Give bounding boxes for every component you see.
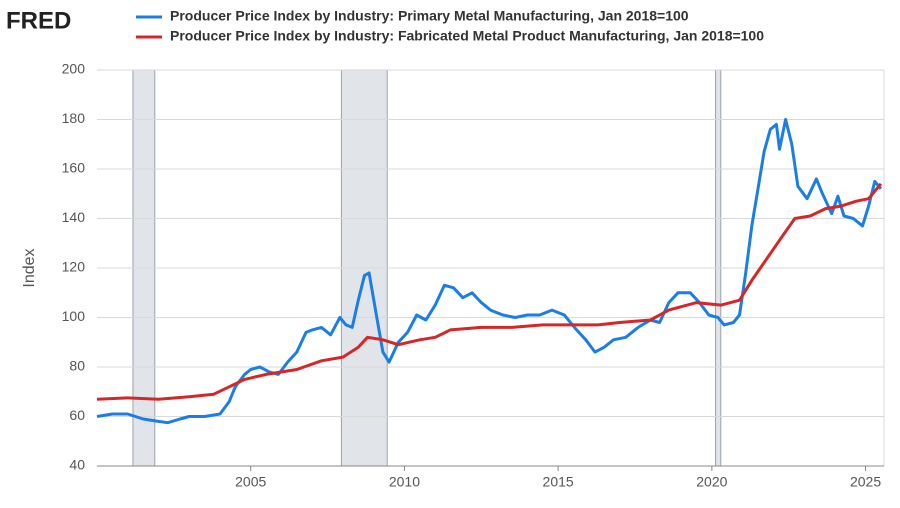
y-axis-label: Index xyxy=(21,248,38,287)
y-tick-label: 40 xyxy=(69,457,85,473)
y-tick-label: 200 xyxy=(62,61,86,77)
legend-label: Producer Price Index by Industry: Primar… xyxy=(170,8,689,24)
y-tick-label: 100 xyxy=(62,308,86,324)
x-tick-label: 2005 xyxy=(235,474,266,490)
legend-label: Producer Price Index by Industry: Fabric… xyxy=(170,28,764,44)
series-line xyxy=(96,182,883,401)
y-tick-label: 60 xyxy=(69,407,85,423)
y-tick-label: 160 xyxy=(62,160,86,176)
y-tick-label: 140 xyxy=(62,209,86,225)
y-tick-label: 120 xyxy=(62,259,86,275)
x-tick-label: 2015 xyxy=(543,474,574,490)
x-tick-label: 2010 xyxy=(389,474,420,490)
logo: FRED xyxy=(6,7,71,34)
y-tick-label: 80 xyxy=(69,358,85,374)
y-tick-label: 180 xyxy=(62,110,86,126)
x-tick-label: 2025 xyxy=(850,474,881,490)
series-line xyxy=(96,118,883,425)
x-tick-label: 2020 xyxy=(696,474,727,490)
